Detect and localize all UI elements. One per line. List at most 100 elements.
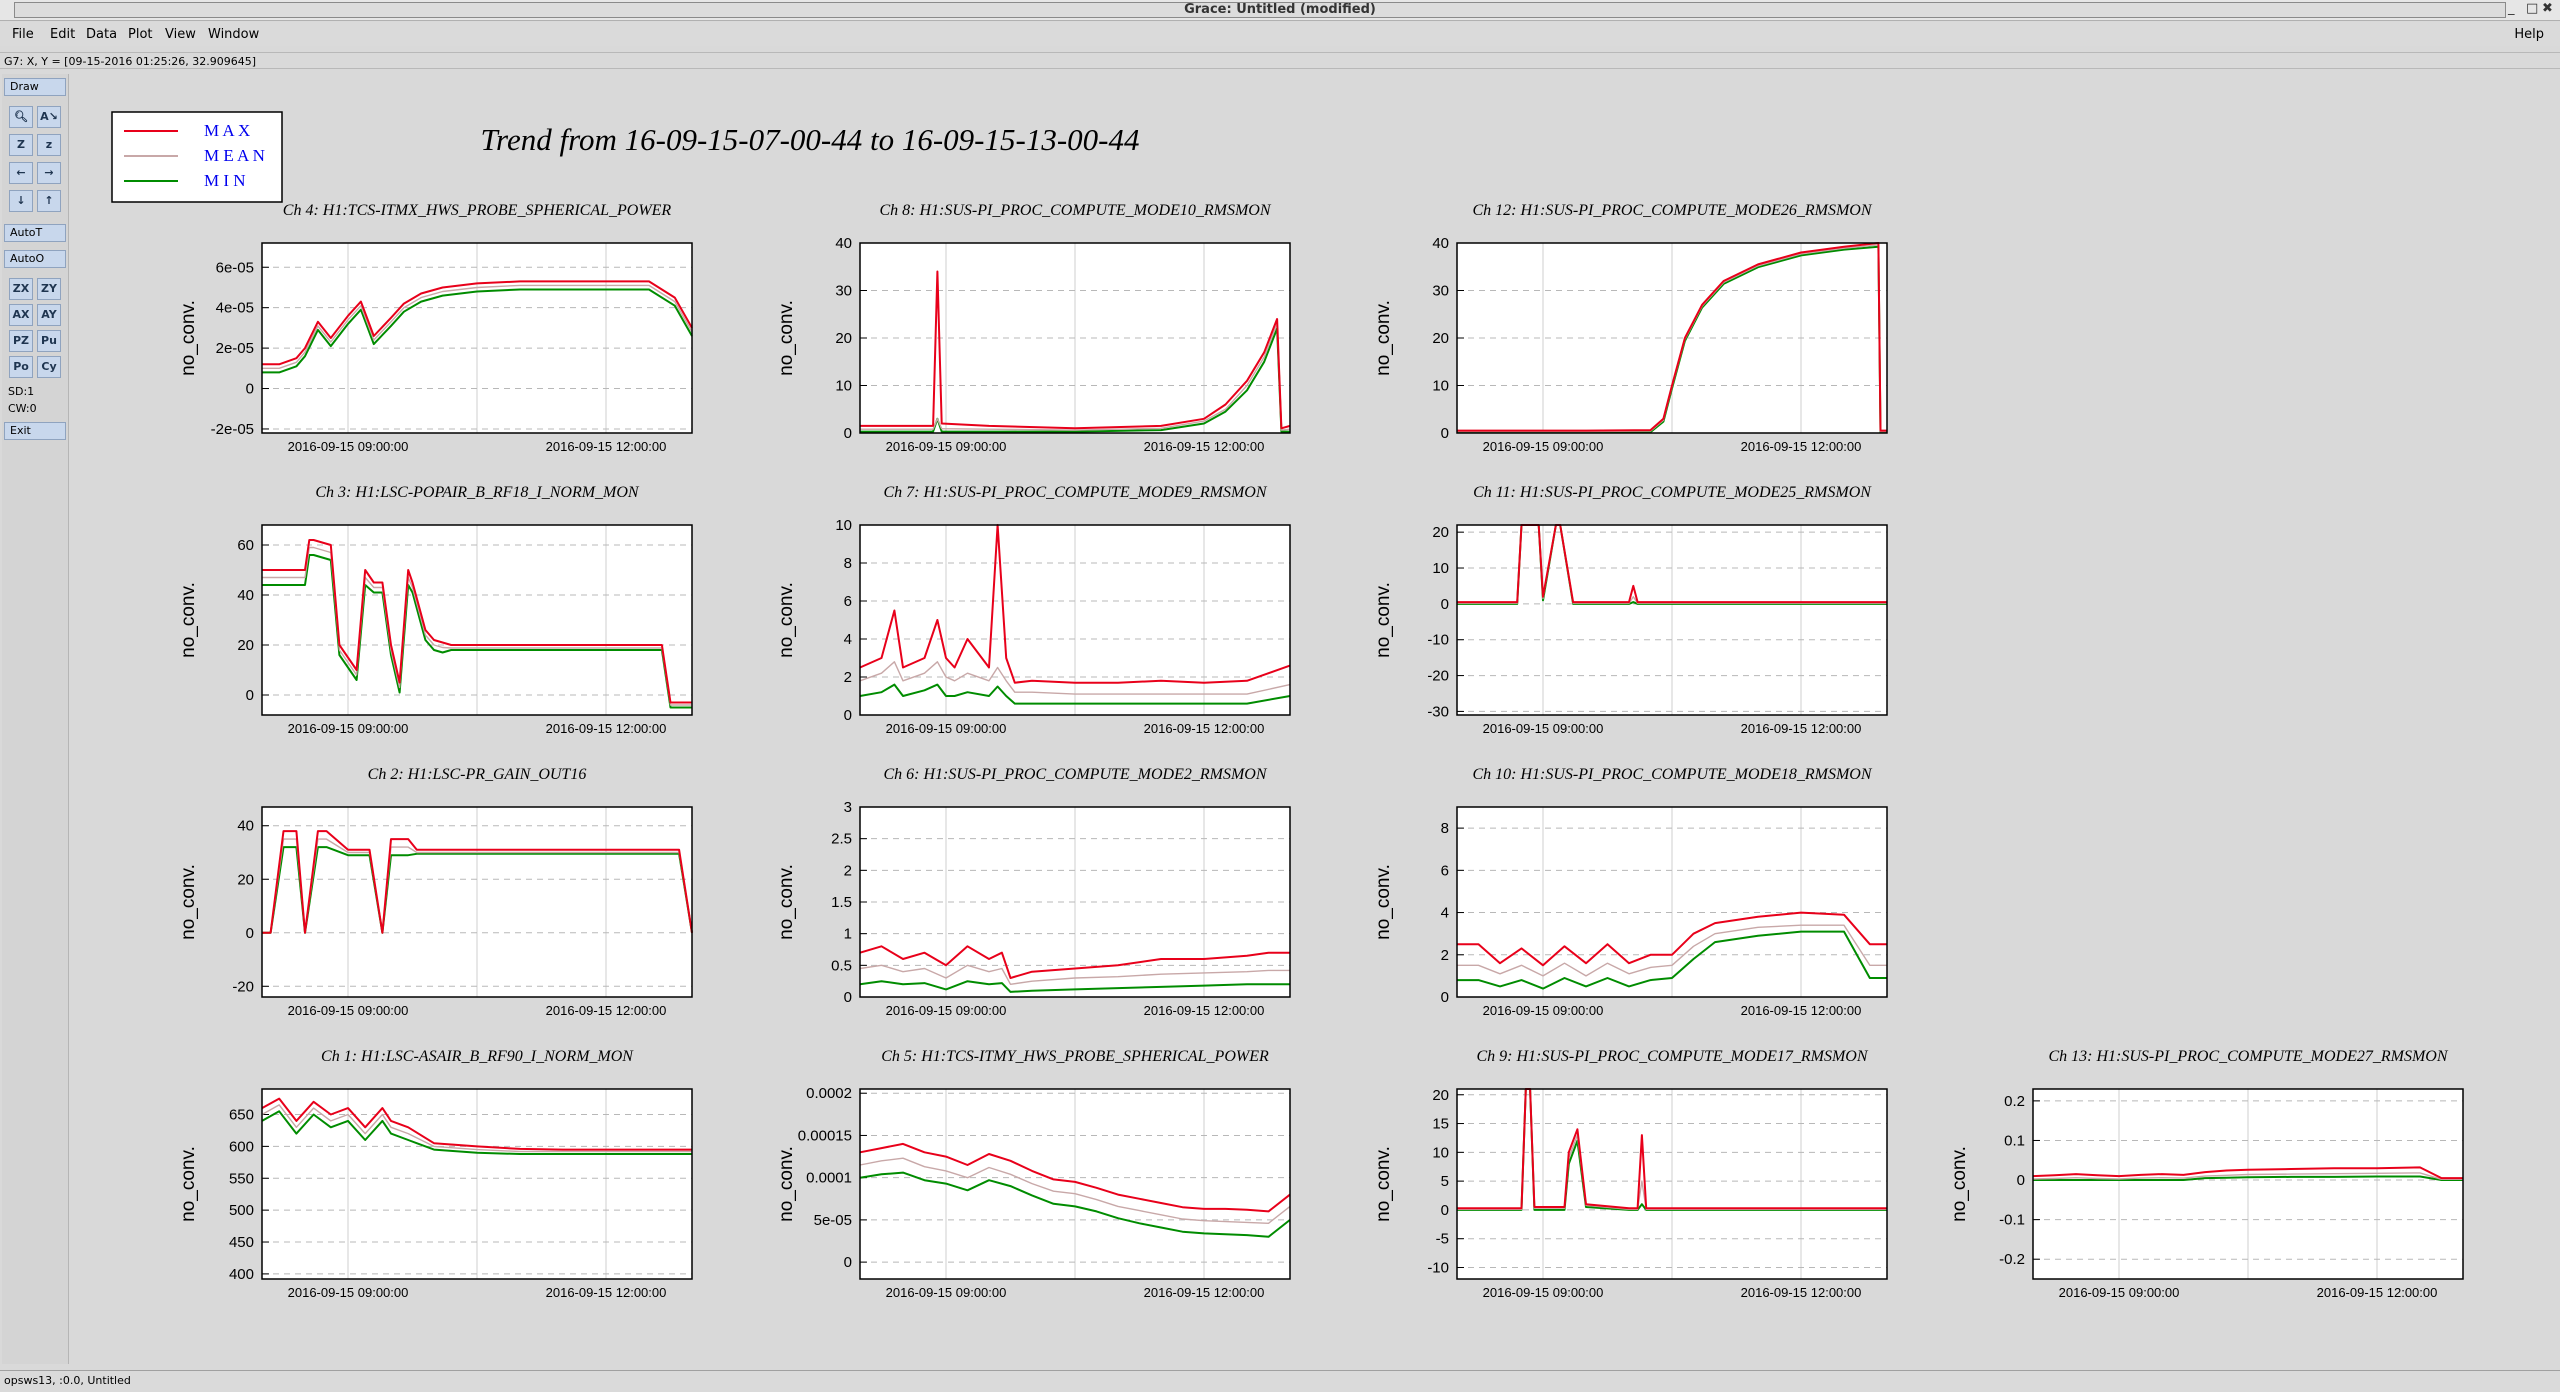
chart-10[interactable]: 400 450 500 550 600 650 2016-09-15 09:00:00 201… — [178, 1048, 693, 1300]
y-axis-label: no_conv. — [776, 864, 797, 940]
close-icon[interactable]: ✖ — [2542, 1, 2553, 16]
autot-button[interactable]: AutoT — [4, 224, 66, 242]
series-line-min — [859, 683, 1291, 705]
series-line-min — [2033, 1175, 2463, 1181]
chart-title: Ch 7: H1:SUS-PI_PROC_COMPUTE_MODE9_RMSMO… — [883, 484, 1267, 501]
magnify-icon[interactable]: 🔍︎ — [9, 106, 33, 128]
y-tick-label: 550 — [229, 1170, 254, 1187]
autoscale-icon[interactable]: A↘ — [37, 106, 61, 128]
y-tick-label: 5e-05 — [814, 1212, 852, 1229]
y-tick-label: -5 — [1436, 1231, 1449, 1248]
x-tick-label: 2016-09-15 09:00:00 — [1483, 1003, 1604, 1018]
zx-button[interactable]: ZX — [9, 278, 33, 300]
y-tick-label: 8 — [1441, 820, 1449, 837]
pz-button[interactable]: PZ — [9, 330, 33, 352]
legend-label-max: M A X — [204, 121, 250, 140]
plot-frame — [859, 1088, 1291, 1280]
chart-7[interactable]: -20 0 20 40 2016-09-15 09:00:00 2016-09-15 12… — [178, 766, 693, 1018]
plot-frame — [1456, 1088, 1888, 1280]
series-line-max — [859, 1142, 1291, 1213]
y-tick-label: 6 — [844, 593, 852, 610]
y-tick-label: 40 — [1432, 235, 1449, 252]
menu-view[interactable]: View — [165, 27, 196, 42]
y-tick-label: 2.5 — [831, 831, 852, 848]
main-title: Trend from 16-09-15-07-00-44 to 16-09-15… — [481, 122, 1140, 157]
draw-button[interactable]: Draw — [4, 78, 66, 96]
chart-1[interactable]: -2e-05 0 2e-05 4e-05 6e-05 2016-09-15 09:00:0… — [178, 202, 693, 454]
y-tick-label: -0.1 — [1999, 1212, 2025, 1229]
chart-8[interactable]: 0 0.5 1 1.5 2 2.5 3 2016-09-15 09:00:00 2016-09-… — [776, 766, 1291, 1018]
y-tick-label: -30 — [1427, 703, 1449, 720]
plot-frame — [1456, 524, 1888, 716]
plot-frame — [261, 806, 693, 998]
menu-data[interactable]: Data — [86, 27, 118, 42]
y-tick-label: 0 — [2017, 1172, 2025, 1189]
chart-title: Ch 10: H1:SUS-PI_PROC_COMPUTE_MODE18_RMS… — [1472, 766, 1872, 783]
arrow-right-icon[interactable]: → — [37, 162, 61, 184]
zy-button[interactable]: ZY — [37, 278, 61, 300]
x-tick-label: 2016-09-15 09:00:00 — [288, 439, 409, 454]
x-tick-label: 2016-09-15 09:00:00 — [288, 721, 409, 736]
y-tick-label: 15 — [1432, 1116, 1449, 1133]
exit-button[interactable]: Exit — [4, 422, 66, 440]
chart-title: Ch 13: H1:SUS-PI_PROC_COMPUTE_MODE27_RMS… — [2048, 1048, 2448, 1065]
chart-9[interactable]: 0 2 4 6 8 2016-09-15 09:00:00 2016-09-15 12:00… — [1373, 766, 1888, 1018]
y-tick-label: 0.00015 — [798, 1127, 852, 1144]
zoom-x-icon[interactable]: Z — [9, 134, 33, 156]
y-axis-label: no_conv. — [1373, 300, 1394, 376]
menu-plot[interactable]: Plot — [128, 27, 153, 42]
cy-button[interactable]: Cy — [37, 356, 61, 378]
y-tick-label: 8 — [844, 555, 852, 572]
y-tick-label: -20 — [1427, 668, 1449, 685]
x-tick-label: 2016-09-15 12:00:00 — [1741, 1003, 1862, 1018]
y-tick-label: 40 — [237, 587, 254, 604]
chart-5[interactable]: 0 2 4 6 8 10 2016-09-15 09:00:00 2016-09-15 12:… — [776, 484, 1291, 736]
y-tick-label: 1.5 — [831, 894, 852, 911]
x-tick-label: 2016-09-15 12:00:00 — [1144, 721, 1265, 736]
arrow-left-icon[interactable]: ← — [9, 162, 33, 184]
chart-4[interactable]: 0 20 40 60 2016-09-15 09:00:00 2016-09-15 12:… — [178, 484, 693, 736]
ax-button[interactable]: AX — [9, 304, 33, 326]
plot-frame — [1456, 242, 1888, 434]
y-tick-label: 0.5 — [831, 957, 852, 974]
series-line-max — [859, 524, 1291, 684]
zoom-y-icon[interactable]: z — [37, 134, 61, 156]
y-tick-label: 0 — [246, 925, 254, 942]
chart-13[interactable]: -0.2 -0.1 0 0.1 0.2 2016-09-15 09:00:00 2016-0… — [1949, 1048, 2464, 1300]
menu-file[interactable]: File — [12, 27, 34, 42]
chart-2[interactable]: 0 10 20 30 40 2016-09-15 09:00:00 2016-09-15 1… — [776, 202, 1291, 454]
series-line-mean — [860, 323, 1291, 431]
y-tick-label: 450 — [229, 1234, 254, 1251]
legend-box[interactable]: M A X M E A N M I N — [111, 111, 283, 203]
arrow-down-icon[interactable]: ↓ — [9, 190, 33, 212]
series-line-max — [1457, 911, 1887, 967]
chart-3[interactable]: 0 10 20 30 40 2016-09-15 09:00:00 2016-09-15 1… — [1373, 202, 1888, 454]
y-tick-label: -10 — [1427, 632, 1449, 649]
ay-button[interactable]: AY — [37, 304, 61, 326]
minimize-icon[interactable]: _ — [2508, 1, 2515, 16]
locator-bar: G7: X, Y = [09-15-2016 01:25:26, 32.9096… — [0, 52, 2560, 69]
legend-label-mean: M E A N — [204, 146, 265, 165]
y-axis-label: no_conv. — [1373, 582, 1394, 658]
menu-edit[interactable]: Edit — [50, 27, 76, 42]
maximize-icon[interactable]: □ — [2526, 1, 2539, 16]
autoo-button[interactable]: AutoO — [4, 250, 66, 268]
y-tick-label: 0 — [844, 989, 852, 1006]
arrow-up-icon[interactable]: ↑ — [37, 190, 61, 212]
menu-window[interactable]: Window — [208, 27, 260, 42]
chart-12[interactable]: -10 -5 0 5 10 15 20 2016-09-15 09:00:00 2016-09-… — [1373, 1048, 1888, 1300]
chart-6[interactable]: -30 -20 -10 0 10 20 2016-09-15 09:00:00 2016-09… — [1373, 484, 1888, 736]
chart-title: Ch 3: H1:LSC-POPAIR_B_RF18_I_NORM_MON — [315, 484, 640, 501]
y-tick-label: 0.0002 — [806, 1085, 852, 1102]
y-tick-label: 2 — [1441, 947, 1449, 964]
pu-button[interactable]: Pu — [37, 330, 61, 352]
chart-title: Ch 4: H1:TCS-ITMX_HWS_PROBE_SPHERICAL_PO… — [283, 202, 672, 219]
menu-help[interactable]: Help — [2514, 27, 2544, 42]
x-tick-label: 2016-09-15 12:00:00 — [1144, 1003, 1265, 1018]
series-line-min — [859, 1171, 1291, 1238]
chart-11[interactable]: 0 5e-05 0.0001 0.00015 0.0002 2016-09-15 09:0… — [776, 1048, 1291, 1300]
po-button[interactable]: Po — [9, 356, 33, 378]
y-tick-label: 30 — [835, 283, 852, 300]
x-tick-label: 2016-09-15 09:00:00 — [886, 439, 1007, 454]
